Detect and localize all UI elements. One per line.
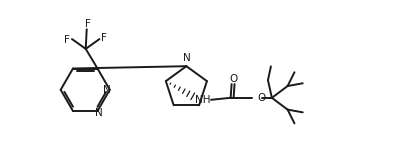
Text: O: O [256,93,265,103]
Text: F: F [101,33,107,43]
Text: F: F [64,35,70,45]
Text: NH: NH [195,95,210,105]
Text: N: N [182,53,190,63]
Text: O: O [228,74,237,84]
Text: N: N [95,108,102,118]
Text: F: F [85,19,90,29]
Text: N: N [103,85,110,95]
